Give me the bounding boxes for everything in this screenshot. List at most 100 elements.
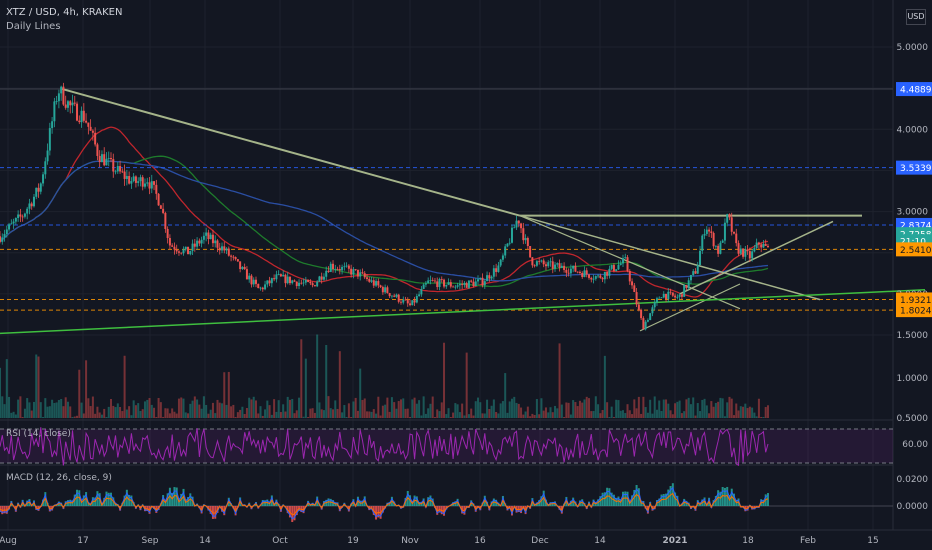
volume-bar [674, 403, 677, 418]
candle-body [356, 269, 359, 277]
volume-bar [354, 397, 357, 418]
price-tag [896, 242, 932, 257]
volume-bar [19, 396, 22, 418]
time-tick-label: 14 [594, 536, 606, 546]
volume-bar [257, 413, 260, 418]
volume-bar [728, 396, 731, 418]
candle-body [341, 266, 344, 271]
macd-hist-bar [608, 488, 611, 506]
rsi-band [0, 429, 893, 463]
candle-body [332, 263, 335, 270]
currency-button[interactable]: USD [906, 9, 926, 25]
volume-bar [275, 411, 278, 418]
candle-body [187, 246, 190, 255]
volume-bar [264, 409, 267, 418]
volume-bar [454, 403, 457, 418]
candle-body [576, 271, 579, 273]
candle-body [261, 287, 264, 290]
candle-body [193, 243, 196, 247]
candle-body [386, 287, 389, 294]
volume-bar [660, 411, 663, 418]
volume-bar [291, 398, 294, 418]
volume-bar [653, 396, 656, 418]
candle-body [268, 280, 271, 284]
volume-bar [23, 408, 26, 418]
candle-body [427, 280, 430, 284]
volume-bar [191, 400, 194, 418]
volume-bar [243, 413, 246, 418]
volume-bar [73, 416, 76, 418]
candle-body [155, 184, 158, 194]
candle-body [501, 255, 504, 260]
candle-body [87, 122, 90, 127]
volume-bar [526, 406, 529, 418]
price-tag-label: 2.8374 [900, 221, 932, 231]
volume-bar [474, 401, 477, 418]
volume-bar [381, 405, 384, 418]
volume-bar [379, 415, 382, 418]
candle-body [497, 265, 500, 272]
volume-bar [318, 402, 321, 418]
candle-body [544, 264, 547, 267]
time-axis[interactable]: Aug 17 Sep 14 Oct 19 Nov 16 Dec 14 2021 18 Feb 15 [0, 529, 932, 546]
volume-bar [17, 399, 20, 418]
candle-body [352, 269, 355, 275]
volume-bar [116, 403, 119, 418]
candle-body [159, 205, 162, 209]
volume-bar [694, 415, 697, 418]
candle-body [395, 294, 398, 297]
volume-bar [483, 413, 486, 418]
candle-body [465, 282, 468, 288]
candle-body [549, 261, 552, 263]
volume-bar [227, 371, 230, 418]
volume-bar [585, 396, 588, 418]
volume-bar [554, 405, 557, 418]
candle-body [413, 300, 416, 303]
volume-bar [327, 396, 330, 418]
candle-body [148, 182, 151, 189]
volume-bar [96, 406, 99, 418]
volume-bar [3, 404, 6, 418]
volume-bar [601, 409, 604, 418]
volume-bar [223, 372, 226, 418]
candle-body [662, 293, 665, 298]
volume-bar [737, 410, 740, 418]
candle-body [438, 279, 441, 288]
volume-bar [735, 403, 738, 418]
volume-bar [66, 401, 69, 418]
candle-body [21, 216, 24, 218]
volume-bar [488, 408, 491, 418]
volume-bar [631, 414, 634, 418]
long-support-line [0, 288, 926, 335]
volume-bar [452, 412, 455, 418]
volume-bar [556, 408, 559, 418]
volume-bar [139, 410, 142, 418]
candle-body [327, 270, 330, 272]
volume-bar [567, 402, 570, 418]
volume-bar [490, 405, 493, 418]
volume-bar [746, 408, 749, 418]
volume-bar [501, 401, 504, 418]
candle-body [304, 280, 307, 283]
candle-body [522, 228, 525, 241]
candle-body [565, 269, 568, 273]
candle-body [676, 296, 679, 298]
volume-bar [334, 400, 337, 418]
candle-body [762, 243, 765, 248]
volume-bar [46, 406, 49, 418]
volume-bar [150, 404, 153, 418]
volume-bar [640, 413, 643, 418]
volume-bar [284, 411, 287, 418]
volume-bar [250, 399, 253, 418]
candle-body [209, 234, 212, 240]
volume-bar [370, 411, 373, 418]
volume-bar [48, 406, 51, 418]
price-axis[interactable]: 5.00004.50004.00003.50003.00002.50002.00… [897, 43, 929, 512]
volume-bar [662, 399, 665, 418]
candle-body [372, 280, 375, 286]
macd-hist-bar [128, 494, 131, 506]
volume-bar [51, 399, 54, 418]
candle-body [69, 101, 72, 106]
descending-trendline [61, 88, 521, 217]
